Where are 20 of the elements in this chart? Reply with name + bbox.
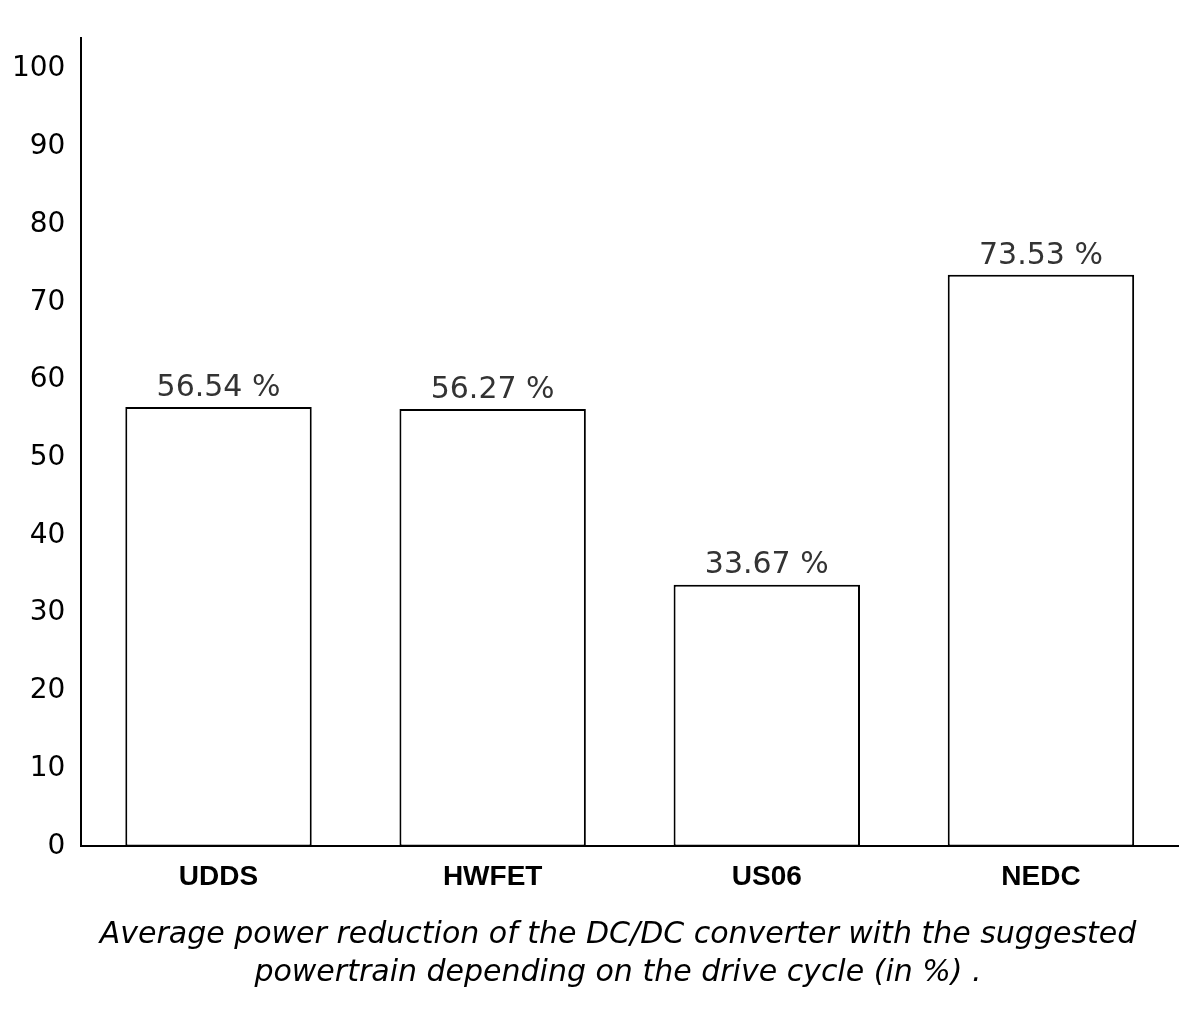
x-tick-label: UDDS bbox=[178, 859, 259, 891]
y-tick-label: 50 bbox=[29, 439, 66, 473]
y-tick-label: 0 bbox=[47, 827, 66, 861]
y-tick-label: 60 bbox=[29, 361, 66, 395]
data-label: 73.53 % bbox=[978, 235, 1103, 271]
y-tick-label: 80 bbox=[29, 205, 66, 239]
x-tick-label: US06 bbox=[731, 859, 802, 891]
y-tick-label: 100 bbox=[11, 50, 66, 84]
x-tick-label: HWFET bbox=[442, 859, 543, 891]
y-tick-label: 20 bbox=[29, 672, 66, 706]
y-tick-label: 10 bbox=[29, 749, 66, 783]
y-tick-label: 90 bbox=[29, 128, 66, 162]
text: Average power reduction of the DC/DC converter with the suggested powertrain depending on the drive cycle (in %) . bbox=[97, 914, 1138, 989]
data-label: 56.27 % bbox=[430, 369, 555, 405]
data-label: 33.67 % bbox=[704, 545, 829, 581]
x-tick-label: NEDC bbox=[1001, 859, 1081, 891]
y-tick-label: 30 bbox=[29, 594, 66, 628]
y-tick-label: 70 bbox=[29, 283, 66, 317]
y-tick-label: 40 bbox=[29, 516, 66, 550]
data-label: 56.54 % bbox=[156, 367, 281, 403]
